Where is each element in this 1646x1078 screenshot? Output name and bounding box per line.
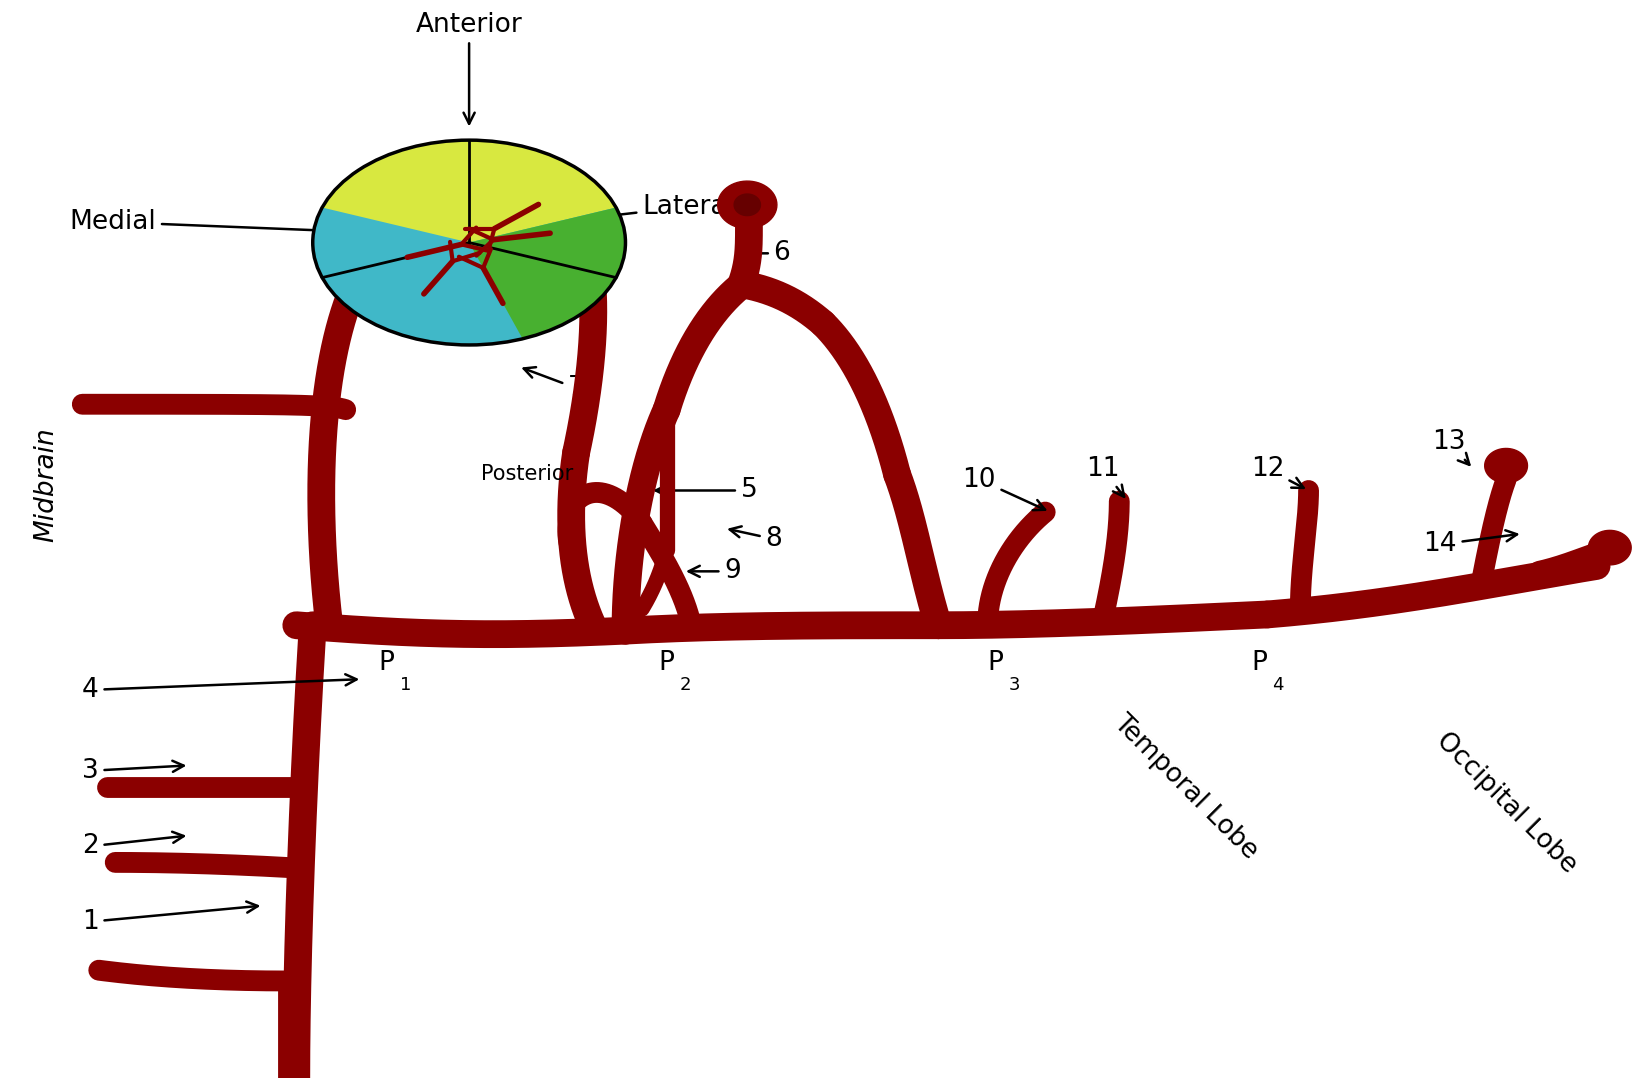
Text: Temporal Lobe: Temporal Lobe [1108,709,1262,865]
Text: Midbrain: Midbrain [33,428,59,542]
Text: 8: 8 [729,526,782,552]
Text: P: P [988,650,1004,676]
Text: 1: 1 [82,901,258,935]
Text: P: P [1251,650,1267,676]
Polygon shape [1485,448,1527,483]
Text: 12: 12 [1251,456,1304,488]
Text: 11: 11 [1086,456,1124,497]
Text: Lateral: Lateral [561,194,734,225]
Text: 4: 4 [82,674,357,703]
Text: P: P [379,650,395,676]
Text: Occipital Lobe: Occipital Lobe [1430,728,1582,879]
Text: Anterior: Anterior [416,12,522,124]
Text: 3: 3 [1009,676,1021,693]
Text: 2: 2 [82,832,184,859]
Text: 10: 10 [963,467,1045,510]
Text: 5: 5 [655,478,757,503]
Text: 4: 4 [1272,676,1284,693]
Wedge shape [323,140,616,243]
Text: 14: 14 [1424,530,1518,557]
Text: 1: 1 [400,676,412,693]
Text: 7: 7 [523,368,584,401]
Polygon shape [1588,530,1631,565]
Text: Medial: Medial [69,209,362,237]
Text: 13: 13 [1432,429,1470,465]
Text: 6: 6 [746,240,790,266]
Wedge shape [469,208,625,338]
Text: 3: 3 [82,758,184,784]
Ellipse shape [313,140,625,345]
Polygon shape [718,181,777,229]
Text: Posterior: Posterior [481,465,573,484]
Text: 2: 2 [680,676,691,693]
Text: P: P [658,650,675,676]
Text: 9: 9 [688,558,741,584]
Polygon shape [734,194,760,216]
